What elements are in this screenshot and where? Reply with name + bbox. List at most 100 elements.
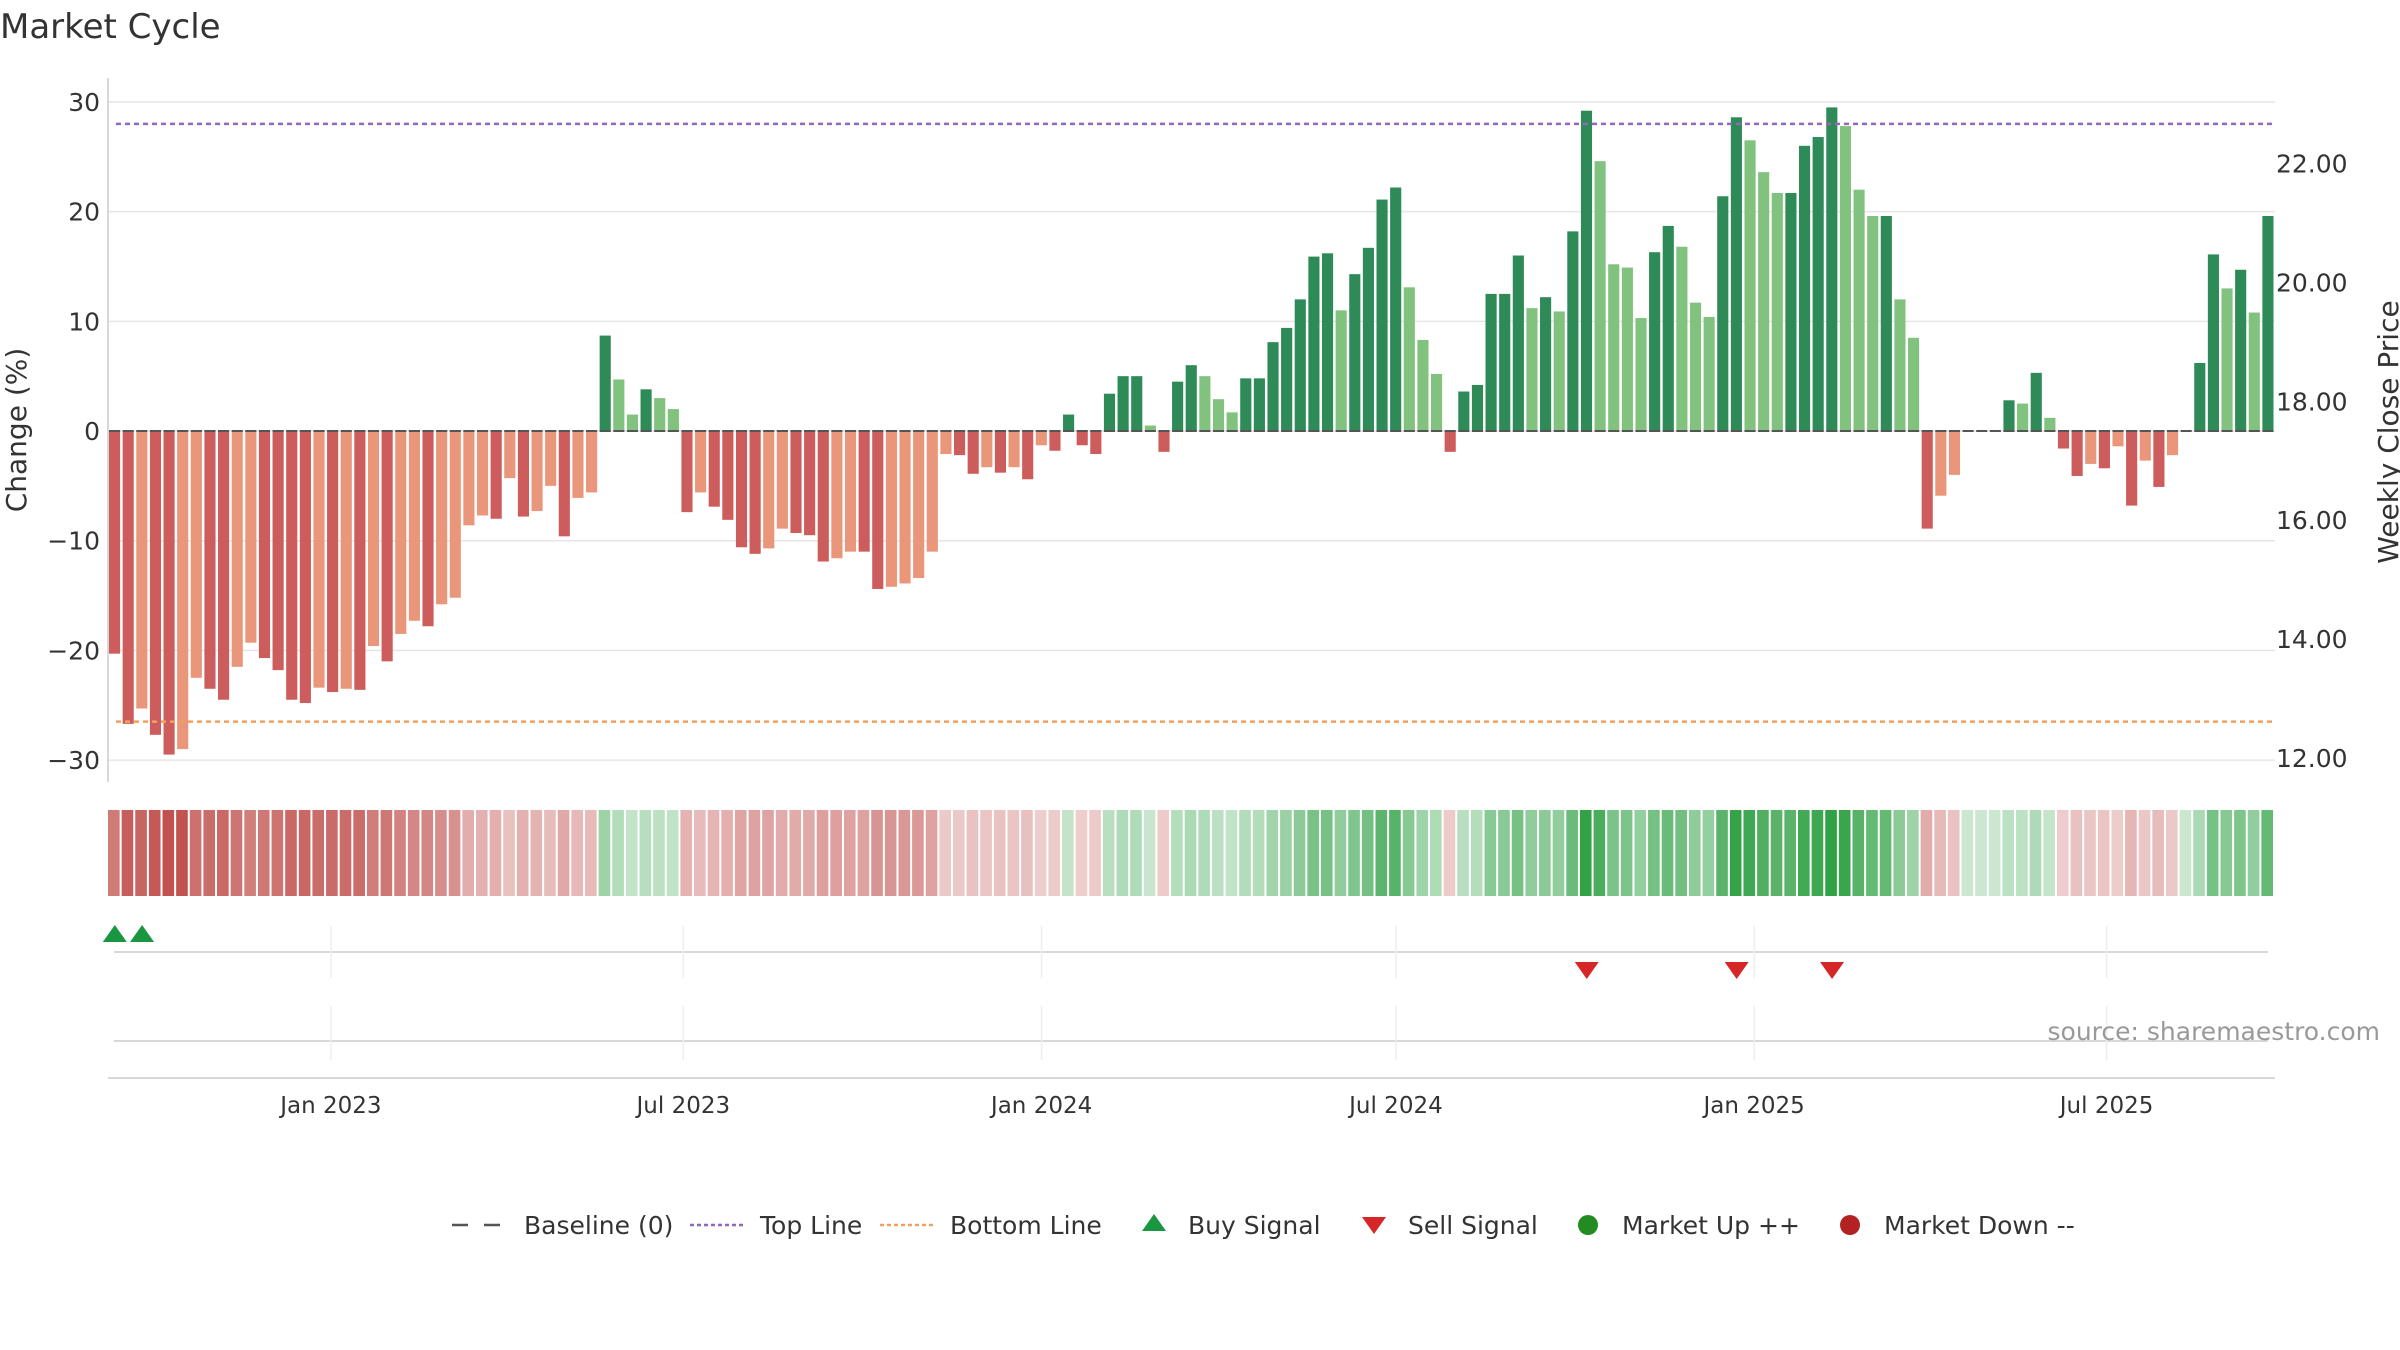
bar [1744,140,1756,431]
cycle-heat-strip [108,810,2273,896]
bar [695,431,707,493]
legend-label: Buy Signal [1188,1211,1321,1240]
bar [1185,365,1197,431]
bar [1798,145,1811,431]
bar [735,431,748,548]
bar [1826,107,1838,431]
heat-cell [871,810,883,896]
heat-cell [1239,810,1251,896]
bar [218,431,230,700]
chart-title: Market Cycle [0,7,221,47]
bar [1172,381,1184,431]
bar [1281,327,1293,431]
bar [1689,302,1702,431]
bar [1158,431,1170,452]
heat-cell [1648,810,1660,896]
heat-cell [257,810,270,896]
bar [1308,256,1320,431]
bar [722,431,734,520]
bar [1376,199,1388,431]
heat-cell [1034,810,1047,896]
x-tick-label: Jan 2024 [989,1093,1092,1119]
legend-label: Baseline (0) [524,1211,673,1240]
heat-cell [407,810,420,896]
bar-series [109,107,2274,755]
heat-cell [298,810,311,896]
heat-cell [1866,810,1878,896]
bar [899,431,911,584]
bar [1076,431,1088,446]
bar [340,431,352,689]
bar [272,431,284,671]
bar [1553,311,1565,431]
heat-cell [1947,810,1960,896]
bar [1771,192,1783,431]
bar [572,431,584,498]
heat-cell [571,810,584,896]
heat-cell [462,810,474,896]
heat-cell [312,810,325,896]
y2-tick-label: 14.00 [2276,625,2348,654]
heat-cell [2179,810,2192,896]
heat-cell [2002,810,2015,896]
bar [1103,393,1116,431]
heat-cell [653,810,665,896]
y-tick-label: −30 [47,746,100,775]
bar [1853,189,1865,431]
bar [749,431,761,554]
heat-cell [1634,810,1647,896]
bar [245,431,257,643]
bar [1703,316,1715,431]
bar [586,431,598,493]
heat-cell [830,810,842,896]
heat-cell [1743,810,1756,896]
heat-cell [857,810,870,896]
bar [2221,288,2233,431]
heat-cell [1375,810,1388,896]
bar [1512,255,1524,431]
bar [286,431,298,700]
heat-cell [1334,810,1347,896]
bar [1567,231,1579,431]
heat-cell [1402,810,1415,896]
legend-dot-icon [1840,1215,1860,1235]
bar [1063,414,1075,431]
bar [122,431,134,724]
heat-cell [475,810,488,896]
legend-buy-icon [1142,1214,1166,1231]
legend-dot-icon [1578,1215,1598,1235]
bar [1349,274,1361,431]
bar [204,431,216,689]
heat-cell [1171,810,1183,896]
bar [1253,378,1265,431]
heat-cell [516,810,529,896]
bar [885,431,897,587]
bar [2126,431,2138,506]
heat-cell [884,810,897,896]
heat-cell [2111,810,2124,896]
y-axis-left: 30 20 10 0 −10 −20 −30 [47,78,109,782]
bar [1431,373,1443,431]
bar [654,398,666,431]
bar [476,431,489,516]
heat-cell [1484,810,1497,896]
heat-cell [775,810,788,896]
buy-signal-marker [130,925,155,942]
heat-cell [353,810,365,896]
heat-cell [189,810,202,896]
heat-cell [707,810,720,896]
heat-cell [1552,810,1565,896]
bar [136,431,148,709]
bar [1839,126,1852,431]
bar [844,431,857,552]
heat-cell [1007,810,1020,896]
bar [2248,312,2260,431]
heat-cell [544,810,556,896]
y-tick-label: 30 [68,88,100,117]
y-tick-label: −20 [47,636,100,665]
bar [804,431,816,536]
bar [2207,254,2219,431]
heat-cell [1770,810,1783,896]
bar [994,431,1007,473]
heat-cell [1825,810,1837,896]
